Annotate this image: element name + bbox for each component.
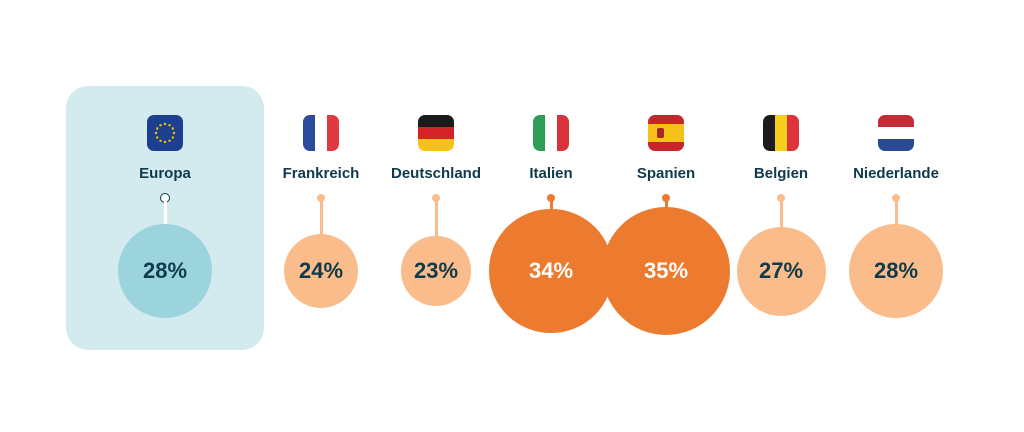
connector-stem <box>549 198 553 210</box>
value-bubble: 35% <box>601 206 731 336</box>
country-label: Europa <box>139 165 191 182</box>
value-label: 23% <box>413 257 459 283</box>
value-label: 28% <box>142 257 188 283</box>
connector-stem <box>163 198 167 225</box>
germany-flag-icon <box>418 115 454 151</box>
spain-flag-icon <box>648 115 684 151</box>
country-label: Spanien <box>636 165 696 182</box>
value-label: 35% <box>643 257 689 283</box>
value-label: 27% <box>758 258 804 283</box>
country-label: Niederlande <box>853 165 939 182</box>
connector-stem <box>434 198 438 237</box>
value-bubble: 27% <box>736 226 826 316</box>
value-label: 34% <box>528 257 574 283</box>
country-column-niederlande: Niederlande 28% <box>836 0 956 432</box>
country-column-italien: Italien 34% <box>489 0 613 432</box>
value-bubble: 34% <box>489 209 613 333</box>
eu-flag-icon <box>147 115 183 151</box>
value-bubble: 23% <box>401 236 471 306</box>
country-label: Deutschland <box>390 165 481 182</box>
country-column-frankreich: Frankreich 24% <box>261 0 381 432</box>
value-label: 28% <box>873 257 919 283</box>
country-column-europa: Europa 28% <box>105 0 225 432</box>
value-bubble: 28% <box>118 224 212 318</box>
country-label: Italien <box>529 165 573 182</box>
value-bubble: 28% <box>849 224 943 318</box>
connector-stem <box>779 198 783 227</box>
france-flag-icon <box>303 115 339 151</box>
connector-stem <box>664 198 668 207</box>
netherlands-flag-icon <box>878 115 914 151</box>
country-column-deutschland: Deutschland 23% <box>376 0 496 432</box>
country-label: Belgien <box>753 165 809 182</box>
value-bubble: 24% <box>283 233 359 309</box>
belgium-flag-icon <box>763 115 799 151</box>
connector-stem <box>894 198 898 225</box>
country-column-belgien: Belgien 27% <box>721 0 841 432</box>
connector-stem <box>319 198 323 234</box>
country-label: Frankreich <box>282 165 360 182</box>
value-label: 24% <box>298 257 344 283</box>
italy-flag-icon <box>533 115 569 151</box>
country-column-spanien: Spanien 35% <box>601 0 731 432</box>
